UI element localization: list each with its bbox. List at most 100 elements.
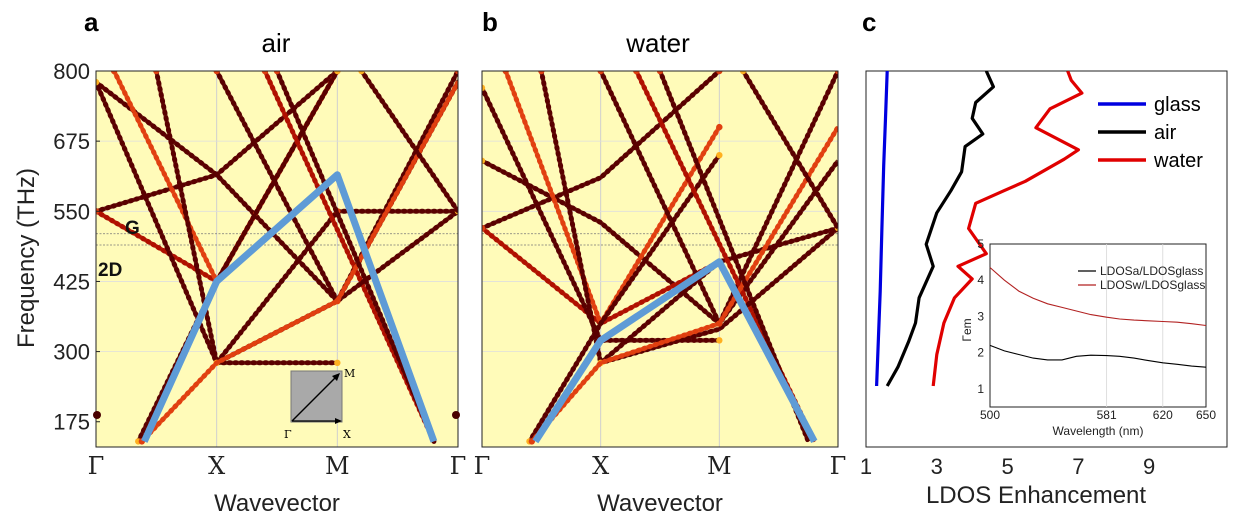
panel-a-light-line bbox=[141, 171, 438, 443]
band-line bbox=[359, 71, 458, 213]
inset-y-tick-label: 3 bbox=[977, 309, 984, 323]
y-tick-label: 550 bbox=[53, 199, 90, 224]
band-highlight-point bbox=[597, 71, 604, 75]
inset-frame bbox=[989, 243, 1207, 408]
band-line bbox=[275, 71, 436, 443]
band-highlight-point bbox=[656, 71, 664, 75]
inset-y-tick-label: 1 bbox=[977, 382, 984, 396]
inset-gamma-label: Γ bbox=[284, 428, 292, 441]
inset-legend-label: LDOSw/LDOSglass bbox=[1100, 278, 1205, 292]
legend-label: air bbox=[1154, 122, 1177, 144]
band-highlight-point bbox=[273, 71, 281, 75]
band-highlight-point bbox=[633, 71, 640, 75]
x-tick-label: Γ bbox=[88, 452, 105, 480]
band-highlight-point bbox=[96, 79, 100, 86]
band-highlight-point bbox=[716, 151, 723, 159]
x-tick-label: X bbox=[208, 452, 225, 480]
x-tick-label: M bbox=[325, 452, 350, 480]
band-highlight-point bbox=[454, 71, 458, 75]
x-tick-label: 9 bbox=[1143, 454, 1155, 479]
band-highlight-point bbox=[538, 71, 545, 75]
panel-b-x-label: Wavevector bbox=[597, 490, 723, 517]
x-tick-label: 1 bbox=[860, 454, 872, 479]
brillouin-zone-inset: M Γ X bbox=[284, 367, 355, 441]
band-highlight-point bbox=[110, 71, 118, 75]
y-tick-label: 175 bbox=[53, 410, 90, 435]
air-series-line bbox=[885, 71, 995, 387]
band-highlight-point bbox=[482, 157, 486, 164]
panel-b-letter: b bbox=[482, 7, 498, 37]
panel-b-light-line bbox=[532, 258, 818, 444]
band-highlight-point bbox=[213, 71, 220, 75]
inset-x-tick-label: 500 bbox=[980, 408, 1000, 422]
inset-y-label: Γem bbox=[960, 318, 974, 341]
band-highlight-point bbox=[334, 71, 341, 75]
y-tick-label: 425 bbox=[53, 269, 90, 294]
water-series-line bbox=[931, 71, 1084, 387]
panel-c: 1 3 5 7 9 LDOS Enhancement glass air water 1 2 3… bbox=[860, 70, 1228, 509]
x-tick-label: Γ bbox=[830, 452, 847, 480]
y-tick-label: 800 bbox=[53, 59, 90, 84]
panel-c-lines bbox=[875, 71, 1084, 387]
band-highlight-point bbox=[261, 71, 269, 75]
panel-a-background bbox=[96, 71, 458, 447]
y-axis-label: Frequency (THz) bbox=[13, 168, 40, 348]
y-tick-label: 300 bbox=[53, 340, 90, 365]
x-tick-label: 5 bbox=[1001, 454, 1013, 479]
panel-c-x-ticks: 1 3 5 7 9 bbox=[860, 454, 1155, 479]
mark-G: G bbox=[125, 218, 140, 239]
band-highlight-point bbox=[334, 359, 341, 367]
panel-a-x-label: Wavevector bbox=[214, 490, 340, 517]
light-line bbox=[141, 171, 438, 443]
mark-2D: 2D bbox=[98, 260, 122, 281]
band-line bbox=[527, 153, 722, 443]
panel-c-legend: glass air water bbox=[1098, 94, 1203, 172]
inset-y-tick-label: 4 bbox=[977, 273, 984, 287]
panel-a-title: air bbox=[262, 28, 291, 58]
inset-y-tick-label: 2 bbox=[977, 346, 984, 360]
band-line bbox=[741, 71, 838, 230]
band-highlight-point bbox=[153, 71, 160, 75]
inset-y-ticks: 1 2 3 4 5 bbox=[977, 237, 984, 396]
x-tick-label: Γ bbox=[450, 452, 467, 480]
inset-series-line bbox=[989, 344, 1207, 368]
band-line bbox=[140, 81, 458, 443]
x-tick-label: M bbox=[707, 452, 732, 480]
x-tick-label: 3 bbox=[931, 454, 943, 479]
band-line bbox=[154, 71, 458, 365]
inset-x-tick-label: 620 bbox=[1153, 408, 1173, 422]
band-line bbox=[530, 126, 838, 443]
band-line bbox=[482, 71, 721, 231]
band-highlight-point bbox=[716, 71, 723, 75]
inset-series-line bbox=[989, 267, 1207, 327]
x-tick-label: 7 bbox=[1072, 454, 1084, 479]
band-highlight-point bbox=[334, 297, 341, 305]
band-highlight-point bbox=[502, 71, 509, 75]
x-tick-label: X bbox=[592, 452, 609, 480]
panel-a-y-ticks: 175 300 425 550 675 800 bbox=[53, 59, 100, 435]
band-highlight-point bbox=[716, 320, 723, 327]
inset-m-label: M bbox=[344, 367, 355, 380]
inset-lines bbox=[989, 267, 1207, 368]
legend-label: water bbox=[1153, 150, 1203, 172]
glass-series-line bbox=[875, 71, 889, 387]
panel-a-letter: a bbox=[84, 7, 99, 37]
light-line bbox=[532, 258, 818, 444]
inset-x-label: Wavelength (nm) bbox=[1053, 424, 1144, 438]
panel-a-gridlines bbox=[96, 71, 458, 447]
legend-label: glass bbox=[1154, 94, 1201, 116]
inset-legend-label: LDOSa/LDOSglass bbox=[1100, 264, 1203, 278]
inset-x-ticks: 500 581 620 650 bbox=[980, 408, 1216, 422]
panel-c-letter: c bbox=[862, 7, 876, 37]
edge-point bbox=[452, 411, 460, 419]
panel-b-title: water bbox=[625, 28, 690, 58]
band-line bbox=[96, 71, 339, 214]
inset-gridlines bbox=[1106, 244, 1164, 407]
band-highlight-point bbox=[739, 71, 747, 75]
band-highlight-point bbox=[716, 337, 723, 344]
y-tick-label: 675 bbox=[53, 129, 90, 154]
